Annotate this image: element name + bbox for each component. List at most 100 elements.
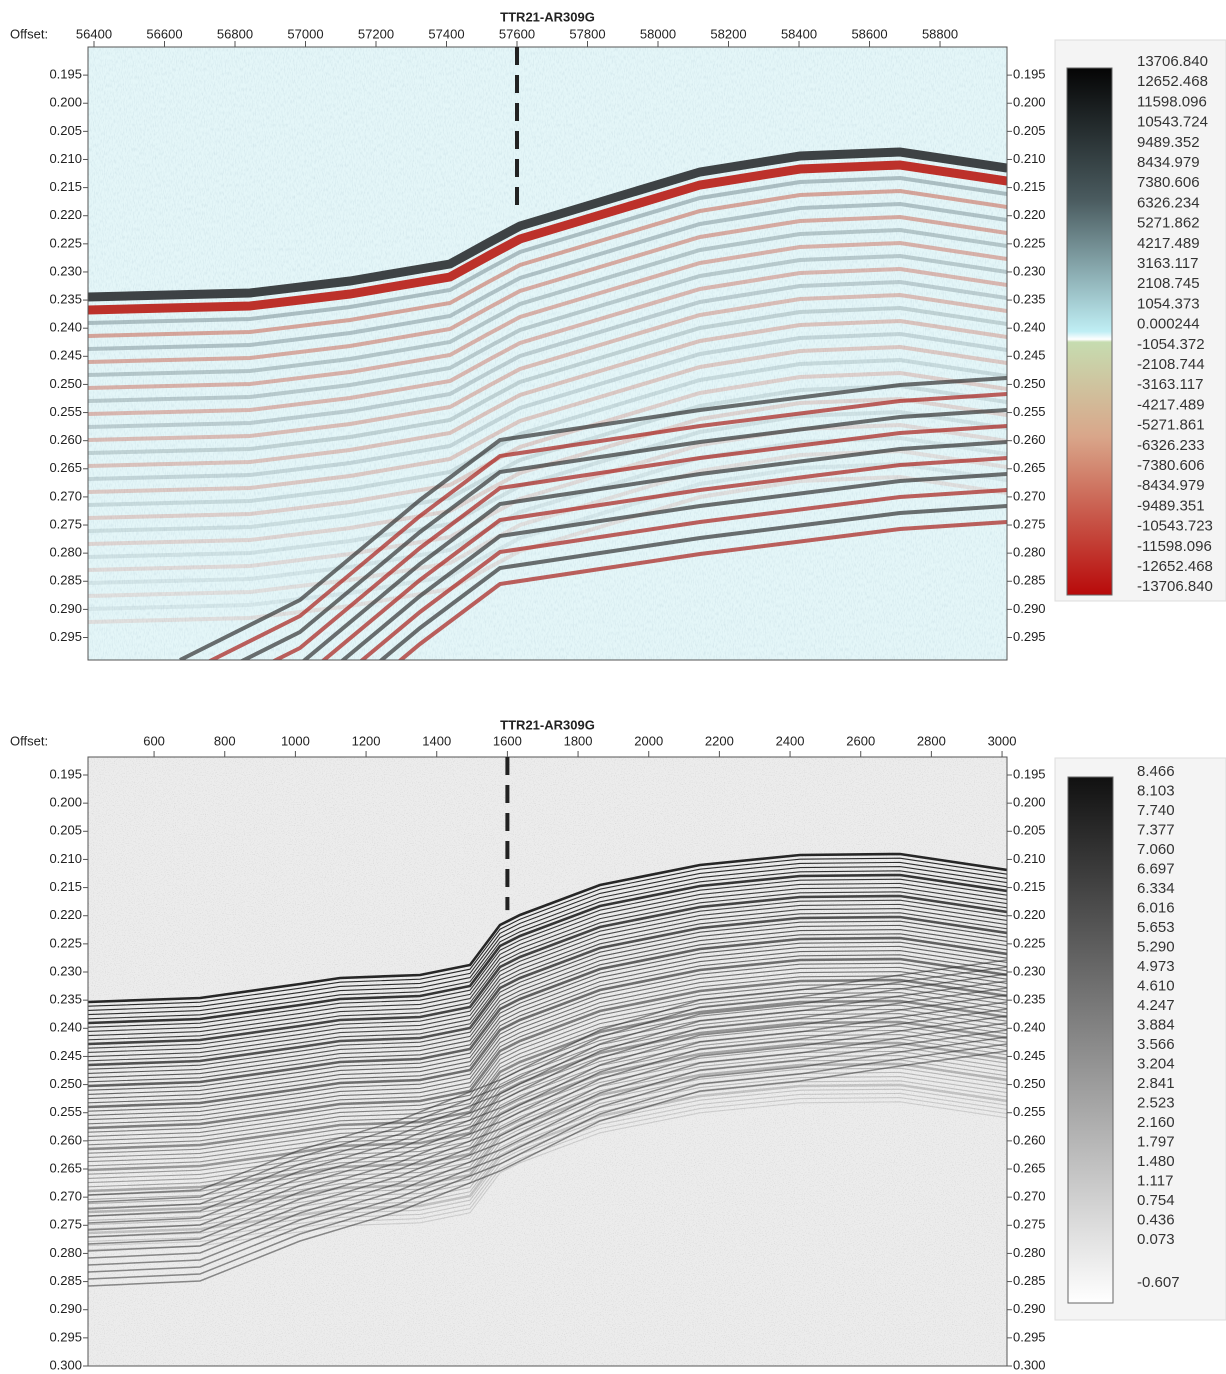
colorbar-label: 7.740 xyxy=(1137,802,1175,819)
x-tick-label: 57200 xyxy=(358,26,394,41)
y-tick-label: 0.220 xyxy=(49,207,82,222)
colorbar-label: 3163.117 xyxy=(1137,255,1198,272)
colorbar-label: -9489.351 xyxy=(1137,497,1205,514)
y-tick-label: 0.260 xyxy=(49,1132,82,1147)
y-tick-label-right: 0.205 xyxy=(1013,823,1046,838)
colorbar-label: -7380.606 xyxy=(1137,457,1205,474)
y-tick-label: 0.275 xyxy=(49,1217,82,1232)
y-tick-label: 0.235 xyxy=(49,992,82,1007)
y-tick-label: 0.260 xyxy=(49,432,82,447)
colorbar-label: 6.016 xyxy=(1137,899,1175,916)
y-tick-label: 0.280 xyxy=(49,545,82,560)
y-tick-label: 0.250 xyxy=(49,1076,82,1091)
y-tick-label-right: 0.205 xyxy=(1013,123,1046,138)
x-tick-label: 56400 xyxy=(76,26,112,41)
x-tick-label: 56600 xyxy=(146,26,182,41)
y-tick-label-right: 0.295 xyxy=(1013,629,1046,644)
x-tick-label: 2200 xyxy=(705,733,734,748)
colorbar-label: 0.436 xyxy=(1137,1211,1175,1228)
x-tick-label: 58800 xyxy=(922,26,958,41)
y-tick-label: 0.195 xyxy=(49,67,82,82)
y-tick-label-right: 0.195 xyxy=(1013,67,1046,82)
y-tick-label-right: 0.220 xyxy=(1013,907,1046,922)
colorbar-strip xyxy=(1068,777,1113,1303)
colorbar: 13706.84012652.46811598.09610543.7249489… xyxy=(1055,40,1226,601)
colorbar-label: 13706.840 xyxy=(1137,53,1208,70)
colorbar-label: 5271.862 xyxy=(1137,215,1200,232)
y-tick-label-right: 0.195 xyxy=(1013,766,1046,781)
x-tick-label: 1400 xyxy=(422,733,451,748)
y-tick-label-right: 0.265 xyxy=(1013,1160,1046,1175)
colorbar-label: 12652.468 xyxy=(1137,73,1208,90)
colorbar-label: 1.117 xyxy=(1137,1172,1173,1189)
y-tick-label: 0.270 xyxy=(49,488,82,503)
x-tick-label: 57600 xyxy=(499,26,535,41)
y-tick-label-right: 0.225 xyxy=(1013,935,1046,950)
y-tick-label-right: 0.255 xyxy=(1013,1104,1046,1119)
colorbar-label: 5.290 xyxy=(1137,938,1175,955)
y-tick-label-right: 0.245 xyxy=(1013,348,1046,363)
y-tick-label: 0.205 xyxy=(49,823,82,838)
colorbar-label: 6326.234 xyxy=(1137,194,1200,211)
colorbar-label: -3163.117 xyxy=(1137,376,1203,393)
y-tick-label-right: 0.250 xyxy=(1013,376,1046,391)
y-tick-label-right: 0.235 xyxy=(1013,992,1046,1007)
y-tick-label: 0.270 xyxy=(49,1189,82,1204)
y-tick-label: 0.255 xyxy=(49,1104,82,1119)
x-tick-label: 600 xyxy=(143,733,165,748)
colorbar-label: 4.247 xyxy=(1137,997,1175,1014)
colorbar-label: 2.523 xyxy=(1137,1094,1175,1111)
y-tick-label-right: 0.300 xyxy=(1013,1357,1046,1372)
colorbar-label: 3.204 xyxy=(1137,1055,1175,1072)
y-tick-label: 0.285 xyxy=(49,573,82,588)
x-tick-label: 1000 xyxy=(281,733,310,748)
chart-title: TTR21-AR309G xyxy=(500,717,595,732)
y-tick-label-right: 0.270 xyxy=(1013,488,1046,503)
colorbar-label: -0.607 xyxy=(1137,1274,1180,1291)
y-tick-label-right: 0.270 xyxy=(1013,1189,1046,1204)
colorbar-label: 0.754 xyxy=(1137,1192,1175,1209)
colorbar-label: 8.466 xyxy=(1137,763,1175,780)
y-tick-label: 0.225 xyxy=(49,235,82,250)
x-tick-label: 57400 xyxy=(428,26,464,41)
y-tick-label-right: 0.230 xyxy=(1013,263,1046,278)
figure: 13706.84012652.46811598.09610543.7249489… xyxy=(0,0,1226,1374)
y-tick-label-right: 0.240 xyxy=(1013,1020,1046,1035)
y-tick-label-right: 0.255 xyxy=(1013,404,1046,419)
y-tick-label: 0.200 xyxy=(49,95,82,110)
x-tick-label: 56800 xyxy=(217,26,253,41)
colorbar-label: 5.653 xyxy=(1137,919,1175,936)
y-tick-label-right: 0.230 xyxy=(1013,963,1046,978)
y-tick-label: 0.275 xyxy=(49,516,82,531)
x-tick-label: 1200 xyxy=(352,733,381,748)
chart-title: TTR21-AR309G xyxy=(500,9,595,24)
y-tick-label-right: 0.280 xyxy=(1013,545,1046,560)
y-tick-label-right: 0.290 xyxy=(1013,601,1046,616)
colorbar-label: 7.060 xyxy=(1137,841,1175,858)
y-tick-label: 0.280 xyxy=(49,1245,82,1260)
y-tick-label-right: 0.275 xyxy=(1013,1217,1046,1232)
colorbar-label: -8434.979 xyxy=(1137,477,1205,494)
y-tick-label: 0.295 xyxy=(49,1329,82,1344)
colorbar-label: -4217.489 xyxy=(1137,396,1205,413)
colorbar-label: 2.160 xyxy=(1137,1114,1175,1131)
colorbar-label: 1.797 xyxy=(1137,1133,1175,1150)
x-tick-label: 58400 xyxy=(781,26,817,41)
colorbar-label: -1054.372 xyxy=(1137,336,1205,353)
y-tick-label: 0.290 xyxy=(49,601,82,616)
y-tick-label-right: 0.280 xyxy=(1013,1245,1046,1260)
colorbar: 8.4668.1037.7407.3777.0606.6976.3346.016… xyxy=(1055,758,1226,1320)
colorbar-label: -11598.096 xyxy=(1137,538,1212,555)
colorbar-label: 3.884 xyxy=(1137,1016,1175,1033)
colorbar-label: 3.566 xyxy=(1137,1036,1175,1053)
colorbar-label: 4217.489 xyxy=(1137,235,1200,252)
colorbar-label: 4.973 xyxy=(1137,958,1175,975)
colorbar-label: 7.377 xyxy=(1137,821,1175,838)
x-tick-label: 58200 xyxy=(710,26,746,41)
colorbar-strip xyxy=(1067,68,1112,595)
colorbar-label: 2108.745 xyxy=(1137,275,1200,292)
colorbar-label: 9489.352 xyxy=(1137,134,1200,151)
colorbar-label: -12652.468 xyxy=(1137,558,1213,575)
y-tick-label: 0.235 xyxy=(49,292,82,307)
x-tick-label: 800 xyxy=(214,733,236,748)
